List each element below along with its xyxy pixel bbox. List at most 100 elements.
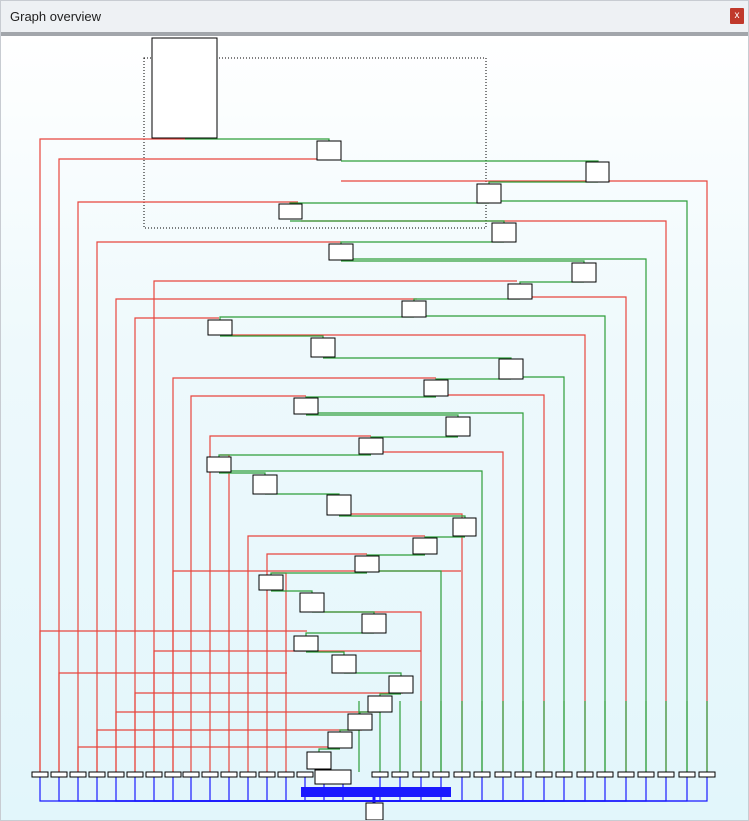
node-block[interactable] xyxy=(476,183,502,204)
node-block[interactable] xyxy=(278,203,303,220)
true-edge xyxy=(185,138,330,142)
node-block[interactable] xyxy=(507,283,533,300)
node-block[interactable] xyxy=(207,319,233,336)
node-join[interactable] xyxy=(277,771,295,778)
true-edge xyxy=(306,414,459,418)
false-edge xyxy=(153,650,421,772)
viewport-indicator xyxy=(143,57,487,229)
graph-svg[interactable] xyxy=(1,36,748,820)
node-block[interactable] xyxy=(306,751,332,770)
node-join[interactable] xyxy=(31,771,49,778)
title-divider xyxy=(1,32,748,36)
node-join[interactable] xyxy=(473,771,491,778)
node-join[interactable] xyxy=(698,771,716,778)
close-button[interactable]: x xyxy=(730,8,744,24)
node-join[interactable] xyxy=(514,771,532,778)
node-join[interactable] xyxy=(145,771,163,778)
node-join[interactable] xyxy=(617,771,635,778)
node-block[interactable] xyxy=(327,731,353,749)
node-join[interactable] xyxy=(220,771,238,778)
node-join-large[interactable] xyxy=(314,769,352,785)
node-block[interactable] xyxy=(498,358,524,380)
node-join[interactable] xyxy=(296,771,314,778)
node-join[interactable] xyxy=(182,771,200,778)
node-block[interactable] xyxy=(491,222,517,243)
node-join[interactable] xyxy=(432,771,450,778)
node-block[interactable] xyxy=(310,337,336,358)
node-block[interactable] xyxy=(326,494,352,516)
node-block[interactable] xyxy=(388,675,414,694)
node-block[interactable] xyxy=(585,161,610,183)
node-join[interactable] xyxy=(239,771,257,778)
node-block[interactable] xyxy=(358,437,384,455)
true-edge xyxy=(305,396,436,400)
node-block[interactable] xyxy=(365,802,384,820)
true-edge xyxy=(341,260,585,264)
true-edge xyxy=(341,160,599,164)
title-bar[interactable]: Graph overview x xyxy=(1,1,748,32)
true-edge xyxy=(344,672,402,676)
node-block[interactable] xyxy=(445,416,471,437)
node-block[interactable] xyxy=(361,613,387,634)
false-edge xyxy=(220,454,230,772)
false-edge xyxy=(153,280,517,772)
node-block[interactable] xyxy=(293,397,319,415)
node-join[interactable] xyxy=(201,771,219,778)
true-edge xyxy=(488,181,598,185)
branch-edge xyxy=(532,296,627,772)
false-edge xyxy=(77,201,298,772)
true-edge xyxy=(339,515,466,519)
node-block[interactable] xyxy=(401,300,427,318)
node-block[interactable] xyxy=(452,517,477,537)
true-edge xyxy=(218,454,371,458)
branch-edge xyxy=(301,220,667,772)
branch-edge xyxy=(232,334,586,772)
node-block[interactable] xyxy=(423,379,449,397)
node-join[interactable] xyxy=(126,771,144,778)
node-block[interactable] xyxy=(412,537,438,555)
graph-canvas[interactable] xyxy=(1,36,748,820)
node-join[interactable] xyxy=(88,771,106,778)
node-block[interactable] xyxy=(316,140,342,161)
branch-edge xyxy=(426,315,606,772)
window-title: Graph overview xyxy=(10,9,102,24)
true-edge xyxy=(370,436,458,440)
node-join[interactable] xyxy=(391,771,409,778)
node-join[interactable] xyxy=(107,771,125,778)
node-block[interactable] xyxy=(571,262,597,283)
return-edge xyxy=(374,777,708,802)
node-join[interactable] xyxy=(258,771,276,778)
branch-edge xyxy=(353,258,647,772)
node-join[interactable] xyxy=(596,771,614,778)
node-join[interactable] xyxy=(69,771,87,778)
false-edge xyxy=(115,298,417,772)
node-block[interactable] xyxy=(367,695,393,713)
node-join[interactable] xyxy=(494,771,512,778)
node-block[interactable] xyxy=(206,456,232,473)
node-entry[interactable] xyxy=(151,37,218,139)
branch-edge xyxy=(318,412,524,772)
node-block[interactable] xyxy=(328,243,354,261)
node-join[interactable] xyxy=(371,771,389,778)
node-block[interactable] xyxy=(354,555,380,573)
node-block[interactable] xyxy=(347,713,373,731)
node-join[interactable] xyxy=(50,771,68,778)
node-block[interactable] xyxy=(293,635,319,652)
node-join[interactable] xyxy=(164,771,182,778)
node-block[interactable] xyxy=(299,592,325,613)
node-block[interactable] xyxy=(252,474,278,495)
node-block[interactable] xyxy=(331,654,357,674)
node-join[interactable] xyxy=(678,771,696,778)
false-edge xyxy=(115,711,381,772)
true-edge xyxy=(413,298,520,302)
node-join[interactable] xyxy=(412,771,430,778)
false-edge xyxy=(96,241,341,772)
node-join[interactable] xyxy=(555,771,573,778)
node-join[interactable] xyxy=(657,771,675,778)
node-join[interactable] xyxy=(453,771,471,778)
node-join[interactable] xyxy=(637,771,655,778)
node-block[interactable] xyxy=(258,574,284,591)
node-join[interactable] xyxy=(576,771,594,778)
return-edge-bundle xyxy=(301,787,451,797)
node-join[interactable] xyxy=(535,771,553,778)
